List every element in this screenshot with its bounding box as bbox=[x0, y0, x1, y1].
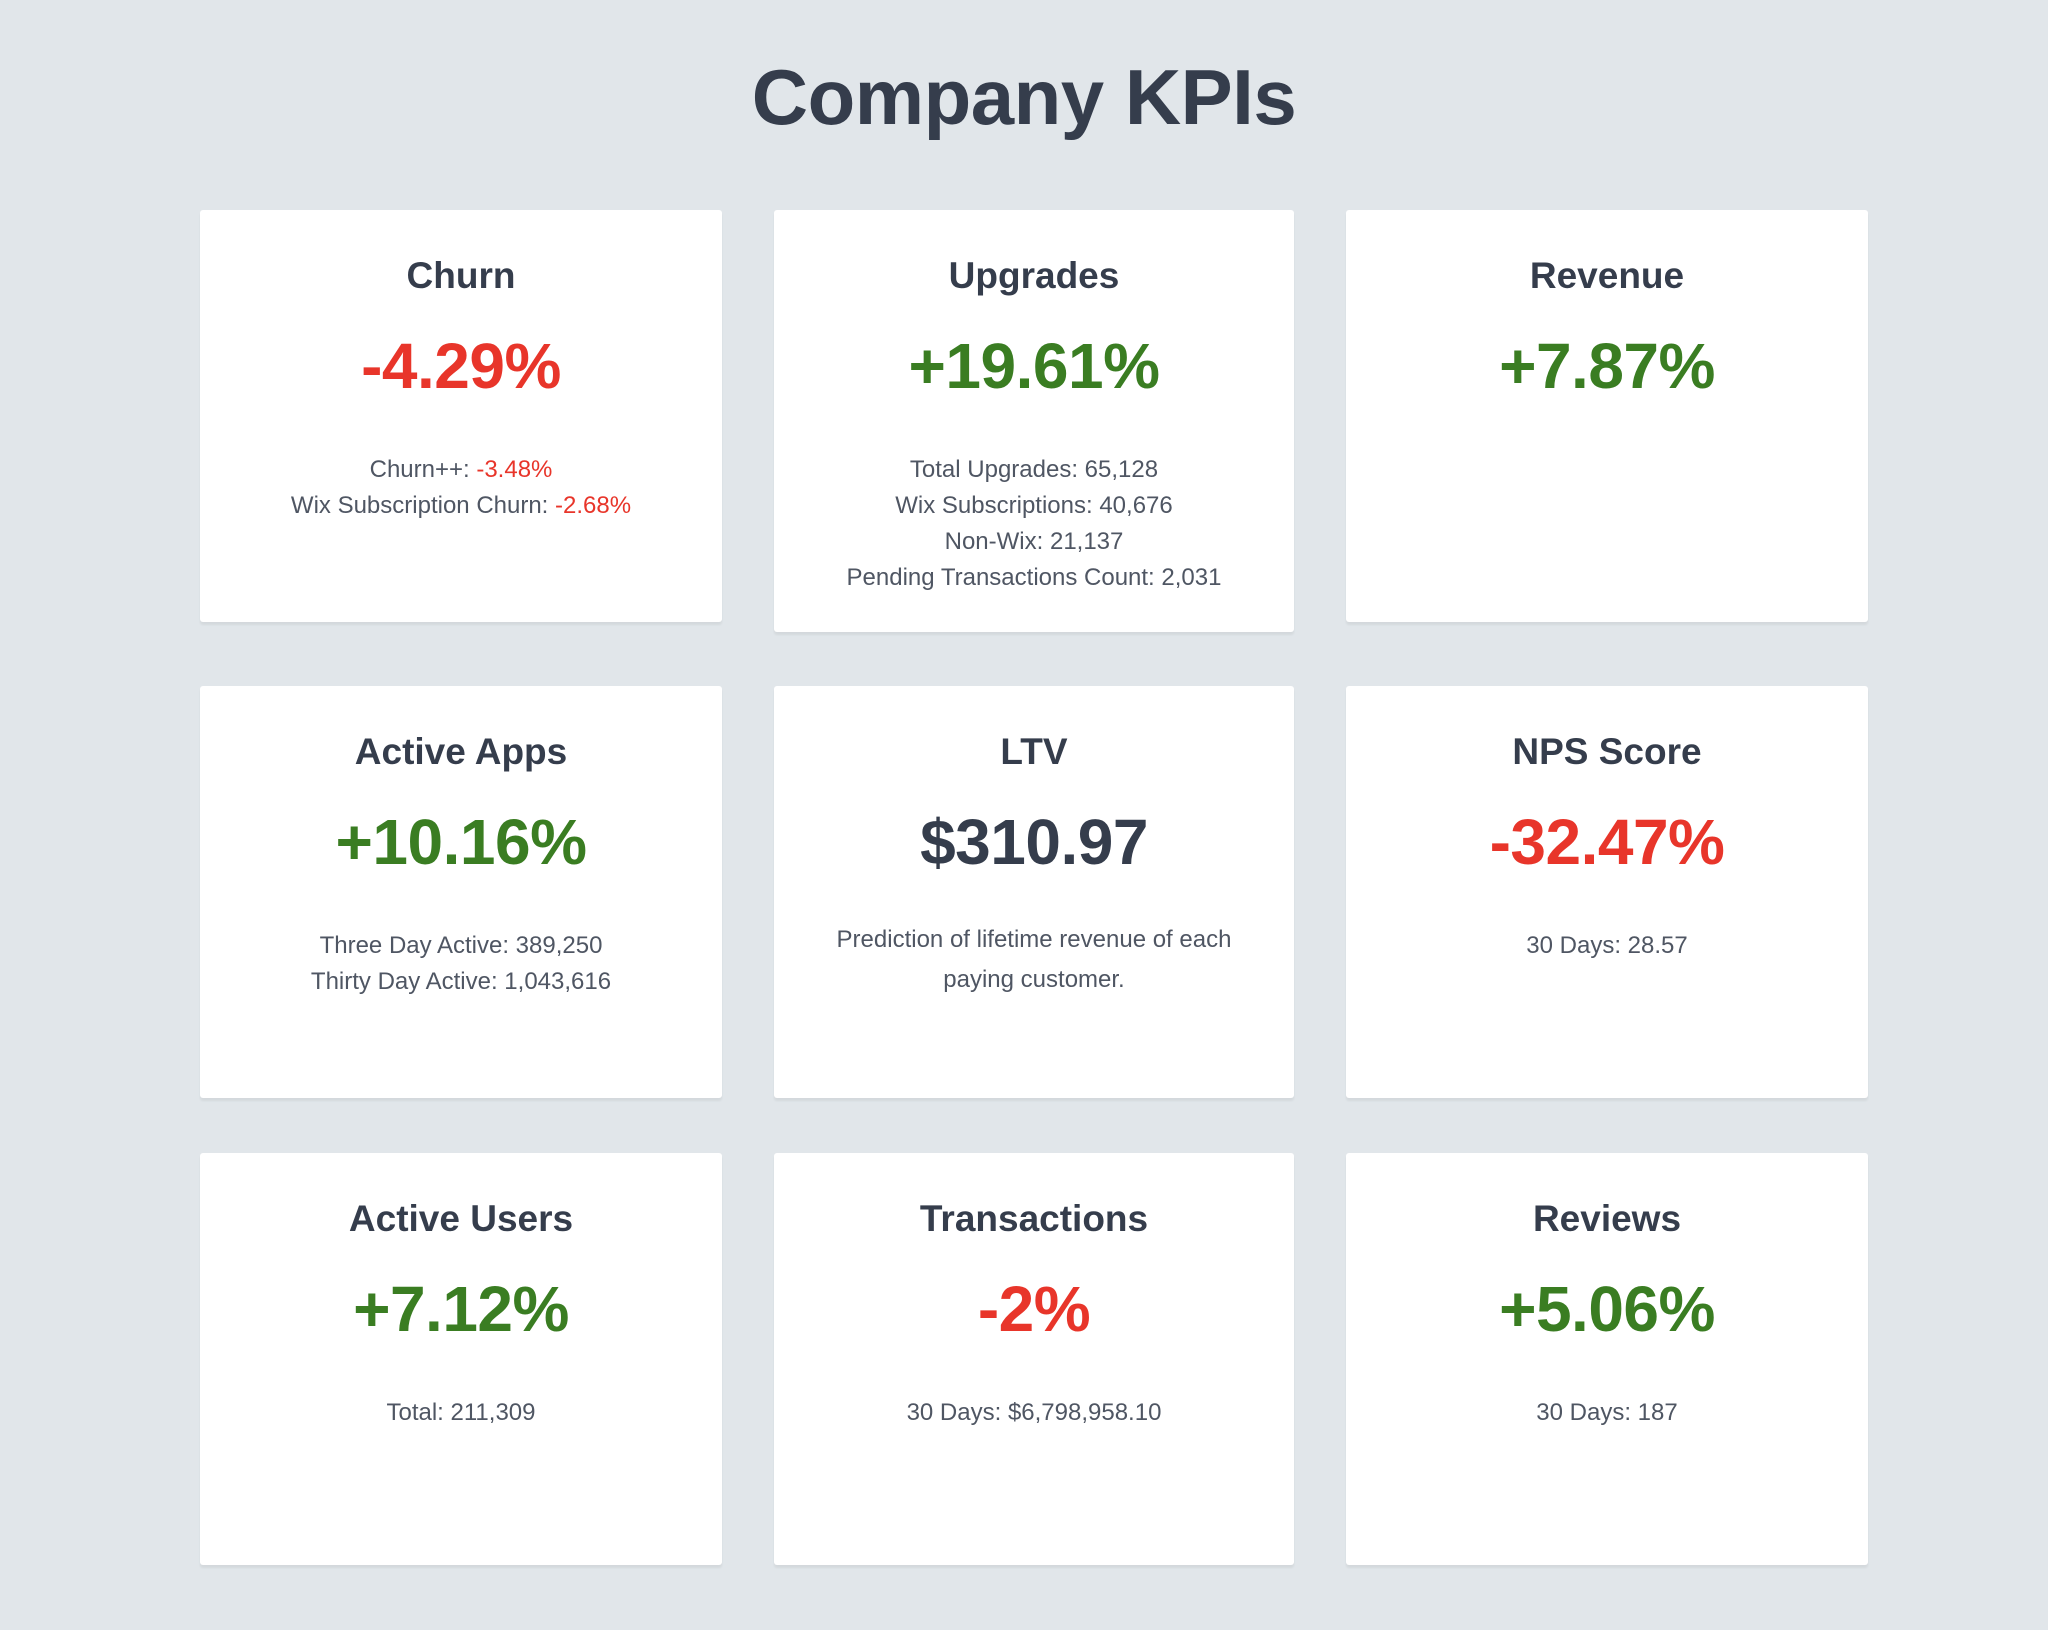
detail-label: Pending Transactions Count: 2,031 bbox=[846, 564, 1222, 591]
kpi-details: 30 Days: 28.57 bbox=[1346, 928, 1868, 964]
kpi-title: Reviews bbox=[1532, 1198, 1682, 1239]
kpi-details: Three Day Active: 389,250 Thirty Day Acti… bbox=[200, 928, 722, 1000]
kpi-detail-line: Churn++: -3.48% bbox=[200, 452, 722, 488]
kpi-details: 30 Days: 187 bbox=[1346, 1395, 1868, 1431]
detail-value: -3.48% bbox=[476, 456, 553, 483]
detail-label: Churn++: bbox=[369, 456, 477, 483]
kpi-title: NPS Score bbox=[1512, 731, 1702, 772]
detail-label: 30 Days: $6,798,958.10 bbox=[906, 1399, 1162, 1426]
kpi-title: Revenue bbox=[1529, 255, 1685, 296]
kpi-detail-line: Total Upgrades: 65,128 bbox=[774, 452, 1294, 488]
kpi-title: Active Users bbox=[348, 1198, 574, 1239]
detail-label: Total: 211,309 bbox=[386, 1399, 536, 1426]
kpi-card-reviews: Reviews +5.06% 30 Days: 187 bbox=[1346, 1153, 1868, 1565]
detail-label: 30 Days: 187 bbox=[1536, 1399, 1678, 1426]
kpi-title: Churn bbox=[406, 255, 516, 296]
kpi-detail-line: Wix Subscriptions: 40,676 bbox=[774, 488, 1294, 524]
kpi-card-active-users: Active Users +7.12% Total: 211,309 bbox=[200, 1153, 722, 1565]
kpi-card-revenue: Revenue +7.87% bbox=[1346, 210, 1868, 622]
kpi-card-churn: Churn -4.29% Churn++: -3.48% Wix Subscripti… bbox=[200, 210, 722, 622]
kpi-value: +19.61% bbox=[908, 330, 1160, 402]
detail-label: Wix Subscriptions: 40,676 bbox=[895, 492, 1173, 519]
kpi-title: Active Apps bbox=[354, 731, 568, 772]
kpi-detail-line: 30 Days: 187 bbox=[1346, 1395, 1868, 1431]
kpi-description: Prediction of lifetime revenue of each p… bbox=[836, 926, 1232, 993]
kpi-value: +10.16% bbox=[335, 806, 587, 878]
kpi-value: -4.29% bbox=[361, 330, 561, 402]
kpi-value: +7.12% bbox=[353, 1273, 569, 1345]
kpi-card-ltv: LTV $310.97 Prediction of lifetime revenue… bbox=[774, 686, 1294, 1098]
kpi-card-upgrades: Upgrades +19.61% Total Upgrades: 65,128 Wix… bbox=[774, 210, 1294, 632]
detail-label: Three Day Active: 389,250 bbox=[319, 932, 603, 959]
kpi-details: 30 Days: $6,798,958.10 bbox=[774, 1395, 1294, 1431]
kpi-detail-line: 30 Days: 28.57 bbox=[1346, 928, 1868, 964]
kpi-detail-line: Thirty Day Active: 1,043,616 bbox=[200, 964, 722, 1000]
kpi-title: LTV bbox=[1000, 731, 1068, 772]
kpi-details: Total: 211,309 bbox=[200, 1395, 722, 1431]
kpi-title: Transactions bbox=[919, 1198, 1149, 1239]
kpi-detail-line: Wix Subscription Churn: -2.68% bbox=[200, 488, 722, 524]
page-title: Company KPIs bbox=[751, 53, 1297, 141]
kpi-detail-line: Pending Transactions Count: 2,031 bbox=[774, 560, 1294, 596]
kpi-details: Total Upgrades: 65,128 Wix Subscriptions:… bbox=[774, 452, 1294, 596]
kpi-card-nps-score: NPS Score -32.47% 30 Days: 28.57 bbox=[1346, 686, 1868, 1098]
detail-label: 30 Days: 28.57 bbox=[1526, 932, 1688, 959]
kpi-card-transactions: Transactions -2% 30 Days: $6,798,958.10 bbox=[774, 1153, 1294, 1565]
kpi-value: $310.97 bbox=[920, 806, 1148, 878]
kpi-value: +7.87% bbox=[1499, 330, 1715, 402]
kpi-details: Churn++: -3.48% Wix Subscription Churn: -… bbox=[200, 452, 722, 524]
kpi-title: Upgrades bbox=[948, 255, 1120, 296]
detail-label: Thirty Day Active: 1,043,616 bbox=[310, 968, 612, 995]
kpi-detail-line: Non-Wix: 21,137 bbox=[774, 524, 1294, 560]
kpi-detail-line: Three Day Active: 389,250 bbox=[200, 928, 722, 964]
kpi-detail-line: Total: 211,309 bbox=[200, 1395, 722, 1431]
kpi-value: -32.47% bbox=[1489, 806, 1725, 878]
detail-label: Total Upgrades: 65,128 bbox=[909, 456, 1159, 483]
detail-label: Non-Wix: 21,137 bbox=[944, 528, 1124, 555]
kpi-value: -2% bbox=[977, 1273, 1091, 1345]
detail-label: Wix Subscription Churn: bbox=[290, 492, 556, 519]
kpi-value: +5.06% bbox=[1499, 1273, 1715, 1345]
kpi-detail-line: 30 Days: $6,798,958.10 bbox=[774, 1395, 1294, 1431]
detail-value: -2.68% bbox=[555, 492, 632, 519]
kpi-card-active-apps: Active Apps +10.16% Three Day Active: 389,… bbox=[200, 686, 722, 1098]
